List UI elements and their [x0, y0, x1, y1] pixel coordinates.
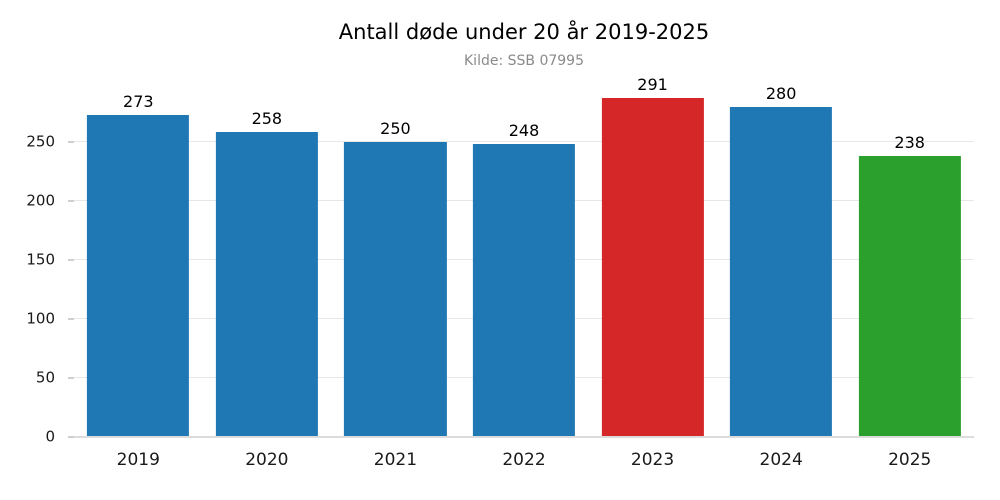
y-tick-mark — [68, 258, 74, 261]
bar-group: 250 — [344, 77, 447, 437]
y-tick-mark — [68, 199, 74, 202]
x-tick-label: 2024 — [759, 450, 803, 470]
y-tick-label: 100 — [26, 309, 55, 328]
y-tick-label: 50 — [35, 368, 55, 387]
y-tick-mark — [68, 436, 74, 438]
x-tick-label: 2023 — [630, 450, 675, 470]
y-tick-label: 0 — [45, 427, 55, 446]
plot-area: 0 50 100 150 200 250 273 2019 258 2020 250 2021 248 2… — [26, 75, 974, 469]
bar-value-label: 273 — [123, 91, 154, 111]
bar-value-label: 250 — [380, 118, 411, 138]
bar-2022 — [472, 144, 576, 437]
y-tick-label: 150 — [26, 250, 55, 269]
bar-2020 — [215, 132, 318, 437]
bar-group: 248 — [472, 77, 576, 437]
bar-group: 258 — [215, 77, 318, 437]
y-tick-label: 250 — [26, 132, 55, 151]
chart-title: Antall døde under 20 år 2019-2025 — [338, 20, 710, 44]
x-tick-label: 2019 — [116, 450, 160, 470]
bar-group: 280 — [730, 77, 833, 437]
chart-subtitle: Kilde: SSB 07995 — [464, 53, 584, 69]
bar-2021 — [344, 141, 447, 437]
bar-value-label: 258 — [251, 109, 283, 129]
y-tick-mark — [68, 140, 74, 143]
bar-value-label: 291 — [637, 75, 668, 94]
bar-2019 — [87, 114, 190, 437]
y-tick-mark — [68, 376, 74, 379]
y-tick-label: 200 — [26, 191, 55, 210]
y-tick-mark — [68, 317, 74, 320]
bar-group: 238 — [858, 77, 961, 437]
bar-2025 — [858, 156, 961, 437]
x-axis-line — [74, 436, 974, 438]
x-tick-label: 2025 — [888, 450, 932, 470]
bar-value-label: 248 — [508, 121, 540, 141]
gridline — [74, 140, 974, 142]
bar-group: 273 — [87, 77, 190, 437]
bar-group: 291 — [601, 75, 704, 437]
bar-value-label: 280 — [765, 83, 797, 103]
bar-2023 — [601, 98, 704, 437]
x-tick-label: 2022 — [502, 450, 546, 470]
bar-value-label: 238 — [894, 133, 925, 153]
x-tick-label: 2020 — [245, 450, 289, 470]
bar-2024 — [730, 106, 833, 437]
x-tick-label: 2021 — [373, 450, 418, 470]
